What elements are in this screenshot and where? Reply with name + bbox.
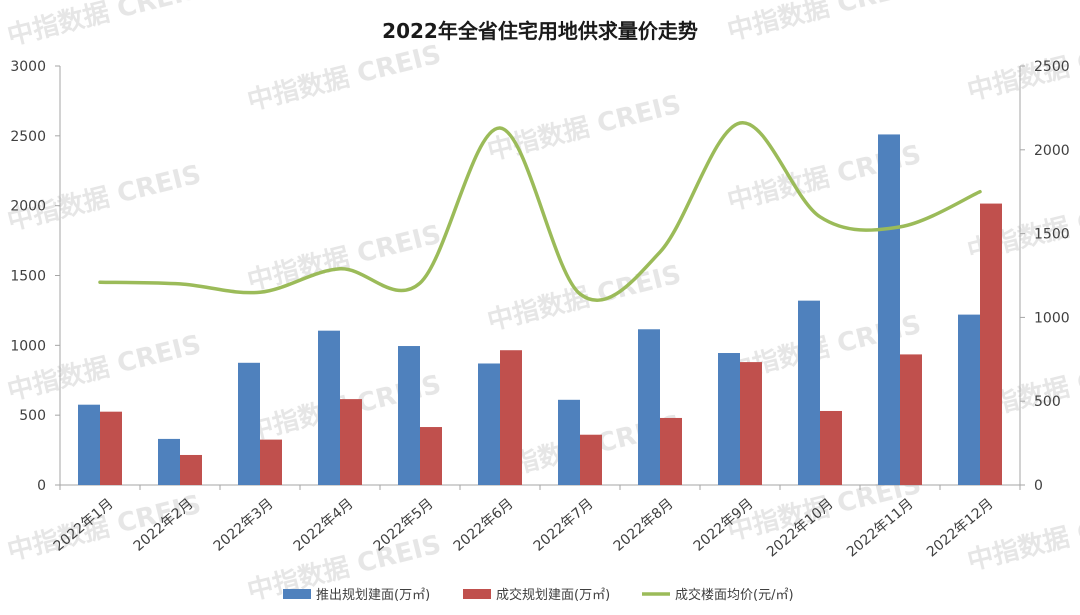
legend-label: 推出规划建面(万㎡) — [316, 588, 430, 603]
transaction-bar — [260, 439, 282, 485]
supply-bar — [958, 314, 980, 485]
x-tick-label: 2022年3月 — [211, 496, 277, 555]
transaction-bar — [980, 203, 1002, 486]
transaction-bar — [740, 362, 762, 485]
supply-bar — [158, 438, 180, 485]
x-tick-label: 2022年4月 — [291, 496, 357, 555]
supply-bar — [718, 353, 740, 485]
watermark-text: 中指数据 CREIS — [244, 40, 444, 117]
left-tick-label: 2000 — [10, 199, 46, 215]
right-tick-label: 2000 — [1034, 143, 1070, 159]
transaction-bar — [660, 417, 682, 485]
right-tick-label: 500 — [1034, 394, 1061, 410]
transaction-bar — [500, 350, 522, 485]
x-tick-label: 2022年8月 — [611, 496, 677, 555]
supply-bar — [478, 363, 500, 485]
right-tick-label: 2500 — [1034, 59, 1070, 75]
transaction-bar — [180, 454, 202, 485]
left-tick-label: 0 — [37, 478, 46, 494]
x-tick-label: 2022年7月 — [531, 496, 597, 555]
watermark-text: 中指数据 CREIS — [484, 90, 684, 167]
chart-title: 2022年全省住宅用地供求量价走势 — [382, 19, 698, 43]
watermark-text: 中指数据 CREIS — [724, 0, 924, 47]
supply-bar — [238, 362, 260, 485]
left-tick-label: 1000 — [10, 338, 46, 354]
supply-bar — [398, 346, 420, 485]
supply-bar — [878, 134, 900, 486]
supply-bar — [318, 330, 340, 485]
legend-swatch — [463, 589, 491, 599]
transaction-bar — [100, 411, 122, 485]
supply-bar — [78, 404, 100, 485]
right-tick-label: 1000 — [1034, 310, 1070, 326]
legend-label: 成交楼面均价(元/㎡) — [675, 587, 794, 603]
supply-bar — [638, 329, 660, 485]
left-tick-label: 2500 — [10, 129, 46, 145]
supply-bar — [558, 399, 580, 485]
left-tick-label: 1500 — [10, 269, 46, 285]
supply-bar — [798, 300, 820, 485]
transaction-bar — [900, 354, 922, 485]
x-tick-label: 2022年6月 — [451, 496, 517, 555]
legend-swatch — [283, 589, 311, 599]
right-tick-label: 0 — [1034, 478, 1043, 494]
transaction-bar — [340, 399, 362, 485]
price-line — [98, 121, 982, 302]
transaction-bar — [820, 410, 842, 485]
transaction-bar — [420, 427, 442, 485]
legend: 推出规划建面(万㎡) 成交规划建面(万㎡) 成交楼面均价(元/㎡) — [283, 587, 794, 603]
left-tick-label: 3000 — [10, 59, 46, 75]
watermark-text: 中指数据 CREIS — [4, 0, 204, 52]
right-tick-label: 1500 — [1034, 227, 1070, 243]
left-tick-label: 500 — [19, 408, 46, 424]
transaction-bar — [580, 434, 602, 485]
legend-label: 成交规划建面(万㎡) — [496, 587, 610, 603]
